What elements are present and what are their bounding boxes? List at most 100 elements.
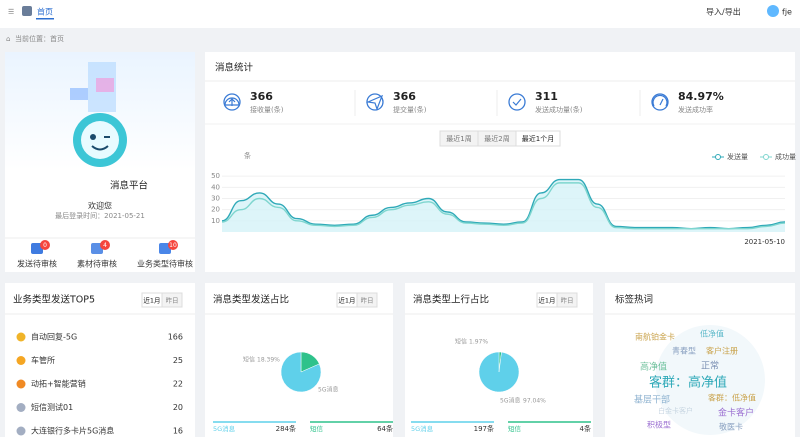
pie-slice [478,351,520,393]
period-tab-label[interactable]: 昨日 [561,296,574,305]
badge-count: 10 [169,242,177,249]
stats-card [205,52,795,272]
period-tab-label[interactable]: 近1月 [538,296,555,305]
range-tab-label[interactable]: 最近2周 [484,134,509,143]
total-name: 5G消息 [213,424,236,433]
hot-word[interactable]: 金卡客户 [718,407,754,419]
total-count: 284条 [276,424,296,433]
stat-icon [652,94,668,107]
hot-word[interactable]: 敬医卡 [719,422,743,432]
period-tab-label[interactable]: 近1月 [143,296,160,305]
slice-name: 5G消息 [500,397,520,405]
x-tick-label: 2021-05-10 [744,238,785,246]
row-name: 车管所 [31,355,55,365]
hot-word[interactable]: 青春型 [672,346,696,356]
total-name: 短信 [508,424,522,433]
user-name[interactable]: fje [782,8,792,17]
y-tick-label: 20 [211,206,220,214]
rank-icon [16,356,26,365]
last-login: 最后登录时间：2021-05-21 [55,211,145,220]
badge-label[interactable]: 发送待审核 [17,259,57,269]
home-icon [22,6,32,16]
badge-icon[interactable] [159,243,171,254]
card-title: 消息统计 [215,62,254,74]
y-tick-label: 40 [211,183,220,191]
top5-card [5,283,195,437]
period-tab-label[interactable]: 近1月 [338,296,355,305]
legend-dot [763,154,769,160]
hot-word[interactable]: 积极型 [647,420,671,430]
slice-name: 短信 [243,356,255,364]
hot-word[interactable]: 客群：低净值 [708,393,756,403]
stat-value: 84.97% [678,90,724,103]
period-tab[interactable] [356,292,378,308]
hot-word[interactable]: 南航铂金卡 [635,332,675,342]
row-value: 166 [168,333,183,342]
hot-word[interactable]: 客户注册 [706,346,738,356]
menu-icon: ☰ [8,8,14,16]
range-tab[interactable] [515,130,561,147]
badge-icon[interactable] [91,243,103,254]
card-title: 标签热词 [615,294,653,306]
card-title: 消息类型上行占比 [413,294,489,306]
badge-label[interactable]: 素材待审核 [77,259,117,269]
stat-value: 366 [393,90,416,103]
stat-icon-ring [508,93,526,111]
row-name: 短信测试01 [31,402,73,412]
total-count: 64条 [377,424,393,433]
badge-label[interactable]: 业务类型待审核 [137,259,193,269]
hot-word[interactable]: 正常 [701,360,719,372]
cloud-bg [655,325,765,435]
row-value: 25 [173,356,183,365]
period-tab-label[interactable]: 昨日 [361,296,374,305]
period-tab[interactable] [161,292,183,308]
total-count: 197条 [474,424,494,433]
hot-word[interactable]: 高净值 [640,361,667,373]
slice-label: 97.04% [523,398,546,405]
card-title: 业务类型发送TOP5 [13,294,95,306]
legend-dot [715,154,721,160]
top-bar [0,0,800,28]
area [222,179,785,232]
period-tab-label[interactable]: 昨日 [166,296,179,305]
stat-icon-ring [651,93,669,111]
tab-underline [36,18,54,20]
user-avatar[interactable] [767,5,779,17]
range-tab-label[interactable]: 最近1周 [446,134,471,143]
stat-value: 366 [250,90,273,103]
breadcrumb: 当前位置：首页 [15,34,64,43]
total-count: 4条 [580,424,591,433]
y-tick-label: 30 [211,195,220,203]
slice-label: 1.97% [469,339,488,346]
badge-count: 4 [103,242,107,249]
period-tab[interactable] [556,292,578,308]
legend-label: 发送量 [727,152,748,161]
slice-name: 短信 [455,338,467,346]
card-title: 消息类型发送占比 [213,294,289,306]
rank-icon [16,403,26,412]
platform-name: 消息平台 [110,180,148,192]
stat-label: 接收量(条) [250,105,284,114]
welcome: 欢迎您 [88,201,112,211]
illustration-block [96,78,114,92]
y-tick-label: 50 [211,172,220,180]
hot-word[interactable]: 低净值 [700,329,724,339]
y-tick-label: 10 [211,217,220,225]
stat-icon [365,94,384,111]
legend-label: 成功量 [775,152,796,161]
export-button[interactable]: 导入/导出 [706,7,741,17]
hot-word[interactable]: 客群：高净值 [649,375,727,391]
hot-word[interactable]: 基层干部 [634,394,670,406]
stat-label: 发送成功率 [678,105,713,114]
rank-icon [16,379,26,389]
row-value: 20 [173,403,183,412]
badge-icon[interactable] [31,243,43,254]
hot-word[interactable]: 白金卡客户 [658,406,693,415]
stat-value: 311 [535,90,558,103]
range-tab-label[interactable]: 最近1个月 [522,134,554,143]
home-tab[interactable]: 首页 [37,7,53,17]
stat-icon [512,98,522,106]
row-name: 动拓+智能营销 [31,379,86,389]
pie-slice [280,351,322,393]
